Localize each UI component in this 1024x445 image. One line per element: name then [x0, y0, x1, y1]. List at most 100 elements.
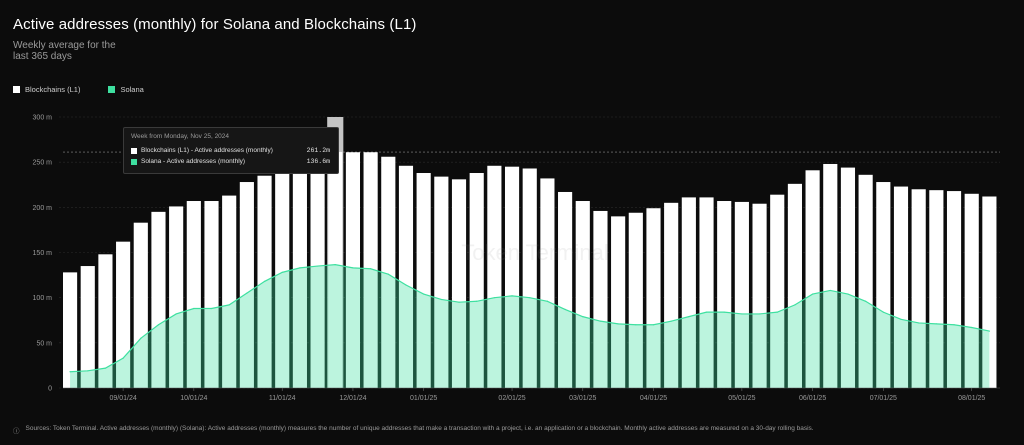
bar-blockchains — [522, 168, 537, 388]
bar-blockchains — [611, 216, 626, 388]
bar-blockchains — [964, 193, 979, 388]
bar-blockchains — [664, 202, 679, 388]
point-solana — [423, 293, 425, 295]
legend-item-blockchains[interactable]: Blockchains (L1) — [13, 85, 80, 94]
point-solana — [988, 330, 990, 332]
legend: Blockchains (L1) Solana — [13, 85, 144, 94]
y-tick-label: 100 m — [33, 295, 53, 302]
point-solana — [829, 289, 831, 292]
chart-title: Active addresses (monthly) for Solana an… — [13, 16, 417, 33]
point-solana — [352, 267, 354, 269]
bar-blockchains — [504, 166, 520, 388]
bar-blockchains — [681, 197, 696, 388]
point-solana — [688, 316, 690, 318]
x-tick-label: 10/01/24 — [180, 395, 207, 402]
point-solana — [405, 284, 407, 286]
legend-label-blockchains: Blockchains (L1) — [25, 85, 81, 94]
chart-tooltip: Week from Monday, Nov 25, 2024 Blockchai… — [123, 127, 339, 174]
bar-blockchains — [823, 163, 838, 388]
point-solana — [122, 357, 124, 359]
bar-blockchains — [593, 210, 608, 388]
point-solana — [263, 280, 266, 283]
bar-blockchains — [133, 222, 148, 388]
y-tick-label: 300 m — [33, 115, 53, 122]
point-solana — [599, 320, 602, 322]
point-solana — [794, 304, 796, 306]
bar-blockchains — [116, 241, 131, 388]
bar-blockchains — [363, 152, 378, 388]
point-solana — [670, 320, 672, 322]
point-solana — [705, 311, 708, 313]
legend-item-solana[interactable]: Solana — [108, 85, 144, 94]
bar-blockchains — [398, 165, 414, 388]
footer-text: Sources: Token Terminal. Active addresse… — [25, 425, 814, 432]
x-tick-label: 09/01/24 — [109, 395, 136, 402]
tooltip-row-solana: Solana - Active addresses (monthly) 136.… — [131, 158, 330, 165]
point-solana — [175, 313, 177, 315]
tooltip-swatch-solana — [131, 158, 137, 165]
point-solana — [281, 271, 283, 273]
point-solana — [723, 311, 725, 313]
bar-blockchains — [186, 201, 201, 388]
bar-blockchains — [893, 186, 909, 388]
point-solana — [104, 367, 107, 369]
bar-blockchains — [787, 183, 802, 388]
point-solana — [140, 337, 142, 339]
point-solana — [546, 300, 549, 302]
tooltip-header: Week from Monday, Nov 25, 2024 — [131, 133, 230, 140]
bar-blockchains — [80, 266, 95, 388]
y-tick-label: 150 m — [33, 250, 53, 257]
y-tick-label: 50 m — [36, 340, 52, 347]
bar-blockchains — [328, 152, 343, 388]
legend-swatch-solana — [108, 86, 116, 93]
point-solana — [476, 300, 478, 302]
bar-blockchains — [646, 208, 661, 388]
bar-blockchains — [540, 178, 555, 388]
bar-blockchains — [451, 179, 467, 388]
point-solana — [741, 313, 743, 315]
bar-blockchains — [239, 182, 254, 388]
x-tick-label: 02/01/25 — [498, 395, 525, 402]
bar-blockchains — [487, 165, 502, 388]
x-tick-label: 06/01/25 — [799, 395, 826, 402]
bar-blockchains — [717, 201, 732, 388]
bar-blockchains — [982, 196, 997, 388]
bar-blockchains — [734, 201, 749, 388]
point-solana — [246, 292, 248, 294]
bar-blockchains — [929, 190, 944, 388]
x-tick-label: 08/01/25 — [958, 395, 985, 402]
point-solana — [635, 324, 637, 326]
point-solana — [918, 322, 920, 324]
point-solana — [493, 297, 495, 299]
bar-blockchains — [98, 254, 113, 388]
bar-blockchains — [169, 206, 184, 388]
x-tick-label: 11/01/24 — [269, 395, 296, 402]
tooltip-value-blockchains: 261.2m — [306, 147, 330, 154]
bar-blockchains — [292, 166, 307, 388]
x-tick-label: 04/01/25 — [640, 395, 667, 402]
tooltip-label-blockchains: Blockchains (L1) - Active addresses (mon… — [141, 147, 273, 154]
bar-blockchains — [204, 201, 219, 388]
point-solana — [193, 307, 195, 310]
point-solana — [334, 264, 336, 266]
point-solana — [617, 323, 619, 325]
bar-blockchains — [575, 201, 590, 388]
point-solana — [69, 371, 71, 373]
y-tick-label: 200 m — [33, 205, 53, 212]
x-tick-label: 03/01/25 — [569, 395, 596, 402]
point-solana — [299, 267, 301, 269]
x-tick-label: 05/01/25 — [728, 395, 755, 402]
info-icon: ⓘ — [13, 428, 20, 435]
x-tick-label: 01/01/25 — [410, 395, 437, 402]
point-solana — [316, 265, 319, 267]
bar-blockchains — [628, 212, 643, 388]
watermark: Token Terminal — [461, 240, 609, 265]
tooltip-swatch-blockchains — [131, 147, 137, 154]
bar-blockchains — [345, 152, 361, 388]
bar-blockchains — [770, 194, 785, 388]
point-solana — [953, 324, 955, 326]
bar-blockchains — [469, 173, 484, 388]
point-solana — [529, 297, 531, 299]
tooltip-row-blockchains: Blockchains (L1) - Active addresses (mon… — [131, 147, 330, 154]
